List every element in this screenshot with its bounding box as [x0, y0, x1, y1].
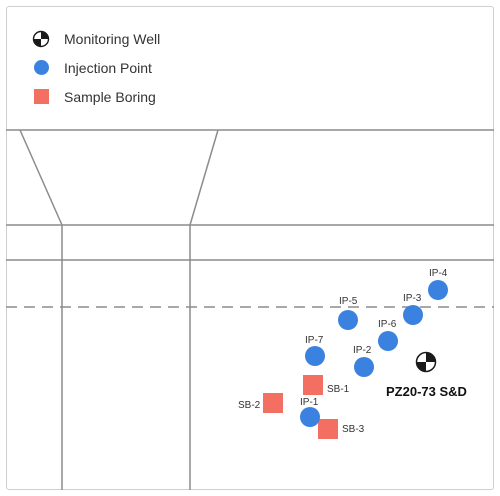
injection-point-marker: [305, 346, 325, 366]
sample-boring-label: SB-2: [238, 400, 261, 411]
injection-point-icon: [30, 57, 52, 79]
sample-boring-label: SB-3: [342, 424, 365, 435]
monitoring-well-icon: [30, 28, 52, 50]
legend-item-monitoring-well: Monitoring Well: [30, 24, 160, 53]
legend-label-sample-boring: Sample Boring: [64, 88, 156, 105]
injection-point-label: IP-2: [353, 345, 372, 356]
sample-borings: SB-1 SB-2 SB-3: [238, 375, 365, 439]
legend-item-injection-point: Injection Point: [30, 53, 160, 82]
legend-label-monitoring-well: Monitoring Well: [64, 30, 161, 47]
monitoring-well: PZ20-73 S&D: [386, 351, 467, 399]
sample-boring-marker: [303, 375, 323, 395]
injection-point-label: IP-1: [300, 397, 319, 408]
injection-point-marker: [403, 305, 423, 325]
sample-boring-label: SB-1: [327, 384, 350, 395]
injection-point-label: IP-3: [403, 293, 422, 304]
injection-point-marker: [428, 280, 448, 300]
injection-point-label: IP-7: [305, 335, 324, 346]
injection-point-label: IP-5: [339, 296, 358, 307]
monitoring-well-icon: [415, 351, 437, 373]
sample-boring-icon: [30, 86, 52, 108]
injection-points: [300, 280, 448, 427]
injection-point-marker: [338, 310, 358, 330]
legend-label-injection-point: Injection Point: [64, 59, 152, 76]
sample-boring-marker: [318, 419, 338, 439]
legend-item-sample-boring: Sample Boring: [30, 82, 160, 111]
monitoring-well-label: PZ20-73 S&D: [386, 384, 467, 399]
injection-point-labels: IP-4 IP-5 IP-3 IP-6 IP-7 IP-2 IP-1: [300, 268, 448, 408]
sample-boring-marker: [263, 393, 283, 413]
injection-point-label: IP-4: [429, 268, 448, 279]
road-edge-right: [189, 129, 219, 226]
road-edge-left: [19, 129, 63, 226]
injection-point-marker: [378, 331, 398, 351]
map-legend: Monitoring Well Injection Point Sample B…: [30, 24, 160, 111]
map-frame: [6, 6, 494, 490]
site-lines: [6, 129, 494, 490]
injection-point-label: IP-6: [378, 319, 397, 330]
injection-point-marker: [300, 407, 320, 427]
injection-point-marker: [354, 357, 374, 377]
